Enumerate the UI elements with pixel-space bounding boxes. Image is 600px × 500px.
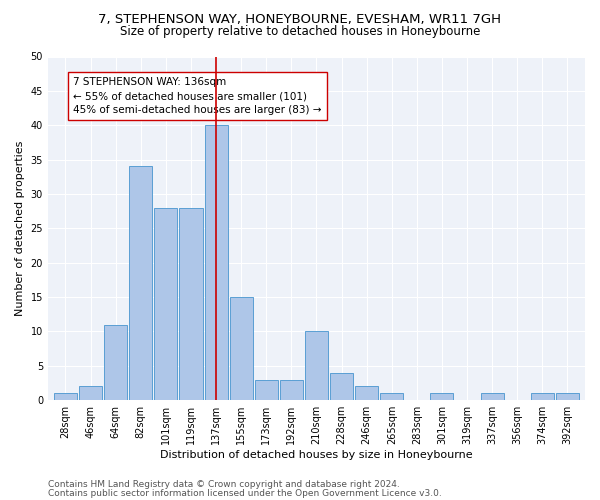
Bar [129, 166, 152, 400]
Bar [79, 386, 102, 400]
Y-axis label: Number of detached properties: Number of detached properties [15, 140, 25, 316]
Text: Contains HM Land Registry data © Crown copyright and database right 2024.: Contains HM Land Registry data © Crown c… [48, 480, 400, 489]
Text: 7 STEPHENSON WAY: 136sqm
← 55% of detached houses are smaller (101)
45% of semi-: 7 STEPHENSON WAY: 136sqm ← 55% of detach… [73, 77, 322, 115]
Text: Contains public sector information licensed under the Open Government Licence v3: Contains public sector information licen… [48, 488, 442, 498]
Bar [380, 394, 403, 400]
Bar [481, 394, 503, 400]
Bar [154, 208, 178, 400]
Bar [355, 386, 378, 400]
X-axis label: Distribution of detached houses by size in Honeybourne: Distribution of detached houses by size … [160, 450, 473, 460]
Bar [280, 380, 303, 400]
Bar [556, 394, 579, 400]
Bar [430, 394, 454, 400]
Text: Size of property relative to detached houses in Honeybourne: Size of property relative to detached ho… [120, 25, 480, 38]
Bar [205, 125, 227, 400]
Bar [54, 394, 77, 400]
Bar [330, 372, 353, 400]
Bar [305, 332, 328, 400]
Bar [104, 324, 127, 400]
Bar [230, 297, 253, 400]
Bar [179, 208, 203, 400]
Text: 7, STEPHENSON WAY, HONEYBOURNE, EVESHAM, WR11 7GH: 7, STEPHENSON WAY, HONEYBOURNE, EVESHAM,… [98, 12, 502, 26]
Bar [531, 394, 554, 400]
Bar [255, 380, 278, 400]
